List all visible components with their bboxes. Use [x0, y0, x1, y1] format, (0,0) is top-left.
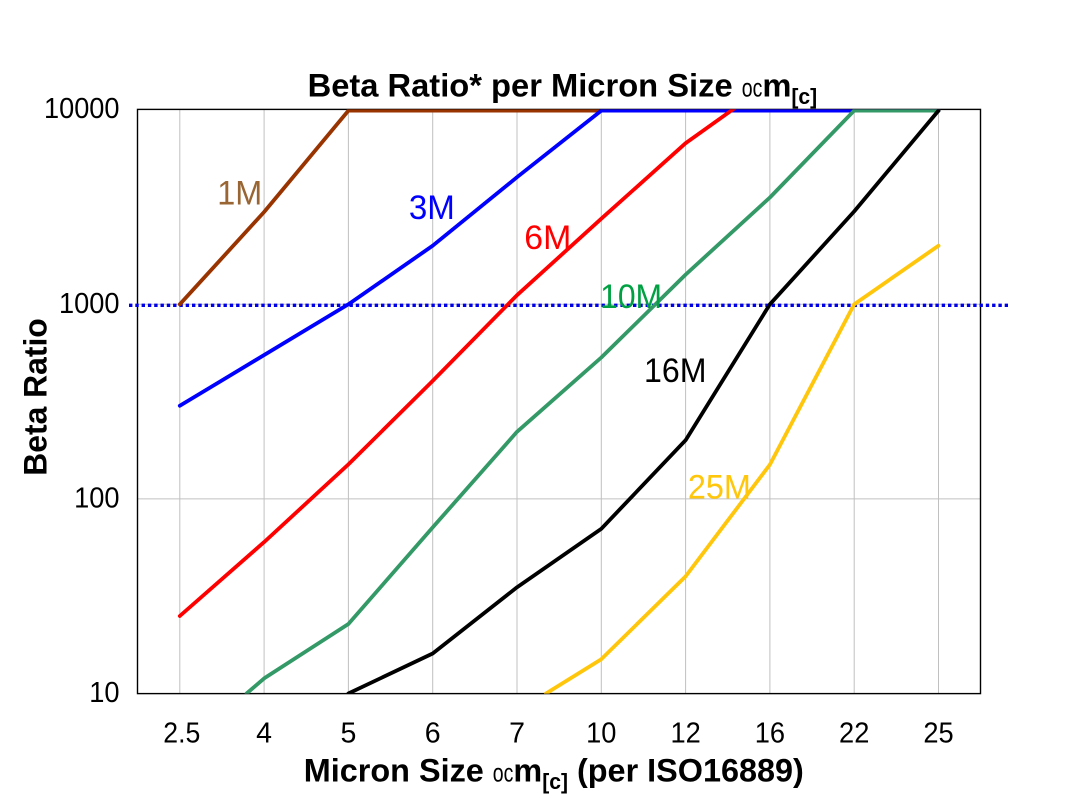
svg-text:7: 7 [509, 717, 525, 749]
svg-text:3M: 3M [409, 189, 455, 227]
svg-text:4: 4 [256, 717, 272, 749]
svg-text:6M: 6M [524, 219, 571, 257]
svg-text:10000: 10000 [44, 93, 120, 125]
svg-text:16: 16 [755, 717, 785, 749]
svg-text:6: 6 [425, 717, 441, 749]
svg-text:1000: 1000 [59, 288, 120, 320]
svg-text:1M: 1M [217, 175, 262, 213]
svg-text:16M: 16M [644, 352, 707, 390]
svg-text:25M: 25M [688, 469, 751, 507]
svg-text:12: 12 [670, 717, 700, 749]
svg-text:10: 10 [89, 677, 119, 709]
svg-text:2.5: 2.5 [163, 717, 200, 749]
svg-text:10: 10 [586, 717, 616, 749]
svg-text:100: 100 [74, 483, 119, 515]
svg-text:Micron Size ocm[c] (per ISO168: Micron Size ocm[c] (per ISO16889) [304, 753, 804, 795]
svg-text:25: 25 [923, 717, 953, 749]
svg-text:10M: 10M [600, 278, 662, 316]
svg-text:Beta Ratio: Beta Ratio [17, 318, 53, 476]
svg-text:22: 22 [839, 717, 869, 749]
svg-text:Beta Ratio* per Micron Size oc: Beta Ratio* per Micron Size ocm[c] [308, 66, 818, 109]
svg-text:5: 5 [340, 717, 356, 749]
